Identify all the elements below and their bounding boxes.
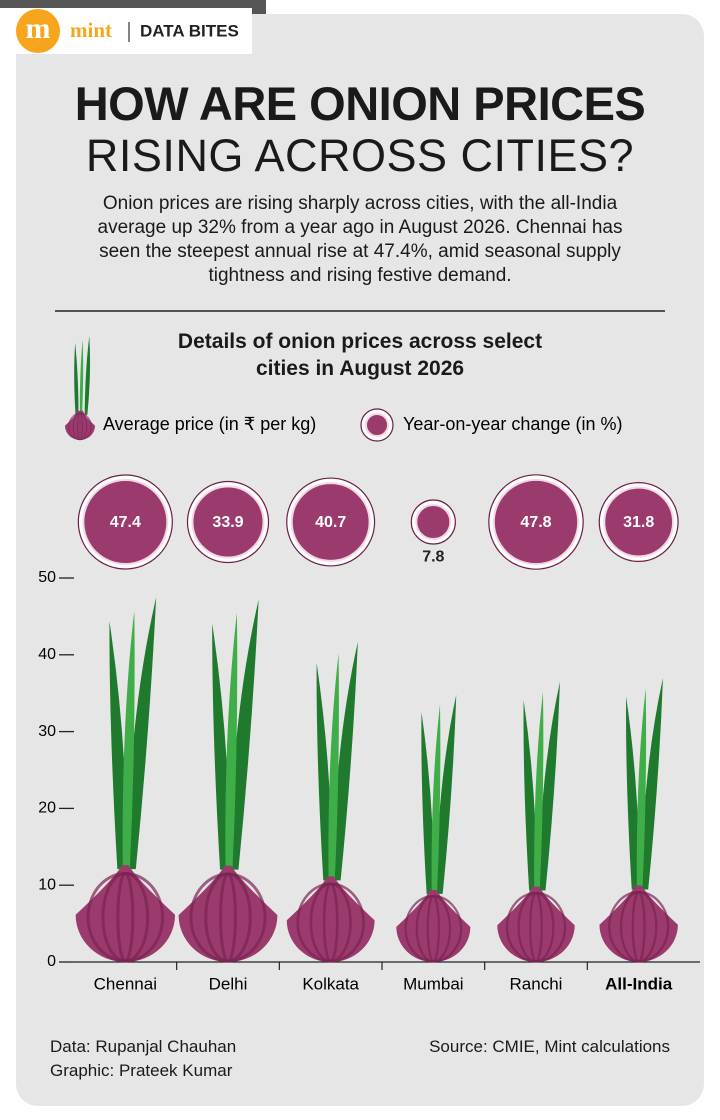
bulb	[396, 889, 471, 962]
intro: Onion prices are rising sharply across c…	[97, 193, 623, 286]
leaf	[225, 612, 238, 870]
x-tick-label: Kolkata	[302, 974, 359, 993]
onion	[599, 677, 678, 963]
leaf	[74, 342, 79, 415]
bubble-label: 7.8	[422, 548, 444, 565]
brand: mint	[70, 18, 112, 42]
leaf	[316, 662, 333, 881]
leaf	[436, 694, 457, 894]
bubble	[492, 478, 580, 566]
legend: Average price (in ₹ per kg) Year-on-year …	[65, 336, 622, 442]
leaf	[626, 696, 640, 890]
onion	[286, 641, 375, 963]
bubble-label: 31.8	[623, 514, 654, 531]
leaf	[641, 677, 663, 890]
bulb-stripe	[322, 882, 339, 963]
bulb-stripe	[219, 872, 237, 963]
bulb	[75, 865, 176, 962]
leaf	[636, 688, 647, 890]
logo-letter: m	[26, 12, 51, 45]
title-line-2: RISING ACROSS CITIES?	[85, 130, 635, 181]
leaf	[534, 691, 544, 891]
leaf	[431, 704, 441, 894]
leaf	[79, 339, 84, 415]
bubble	[82, 479, 169, 565]
x-tick-label: Ranchi	[510, 974, 563, 993]
leaf	[421, 712, 435, 894]
bubble-label: 47.8	[520, 514, 551, 531]
bulb-stripe	[631, 891, 646, 963]
section: DATA BITES	[140, 21, 239, 40]
bubble	[365, 413, 389, 437]
onion	[497, 681, 575, 963]
x-tick-label: Mumbai	[403, 974, 463, 993]
title-line-1: HOW ARE ONION PRICES	[74, 77, 646, 130]
x-tick-label: Delhi	[209, 974, 248, 993]
bulb	[497, 886, 575, 962]
bubble	[290, 482, 371, 562]
x-tick-label: All-India	[605, 974, 673, 993]
bulb	[599, 885, 678, 962]
bulb-stripe	[426, 895, 440, 963]
leaf	[328, 653, 339, 881]
y-tick-label: 10	[38, 876, 56, 893]
bulb-stripe	[116, 872, 135, 963]
legend-label: Year-on-year change (in %)	[403, 414, 622, 434]
leaf	[122, 610, 135, 870]
bulb	[286, 876, 375, 962]
leaf	[212, 623, 230, 870]
y-tick-label: 0	[47, 953, 56, 970]
logo-circle	[16, 9, 60, 53]
leaf	[126, 597, 157, 870]
leaf	[229, 599, 259, 870]
graphic-credit: Graphic: Prateek Kumar	[50, 1061, 233, 1080]
onion	[396, 694, 471, 963]
bulb-stripe	[529, 891, 543, 963]
legend-label: Average price (in ₹ per kg)	[103, 414, 316, 434]
y-tick-label: 40	[38, 646, 56, 663]
bubble-label: 47.4	[110, 514, 141, 531]
y-tick-label: 50	[38, 569, 56, 586]
source: Source: CMIE, Mint calculations	[429, 1037, 670, 1056]
leaf	[523, 700, 537, 891]
leaf	[538, 681, 560, 891]
onion	[65, 336, 95, 441]
chart-title: Details of onion prices across select ci…	[177, 330, 543, 380]
leaf	[84, 336, 91, 415]
bulb	[178, 865, 278, 962]
bulb	[65, 410, 95, 440]
bubble-label: 33.9	[212, 514, 243, 531]
bubble-label: 40.7	[315, 514, 346, 531]
x-tick-label: Chennai	[94, 974, 157, 993]
bubble	[415, 503, 452, 541]
leaf	[332, 641, 358, 881]
bubble	[191, 485, 265, 559]
bulb-stripe	[77, 412, 83, 441]
onion	[178, 599, 278, 963]
data-credit: Data: Rupanjal Chauhan	[50, 1037, 237, 1056]
bubble	[603, 486, 675, 558]
y-tick-label: 30	[38, 723, 56, 740]
onion	[75, 597, 176, 963]
y-tick-label: 20	[38, 800, 56, 817]
